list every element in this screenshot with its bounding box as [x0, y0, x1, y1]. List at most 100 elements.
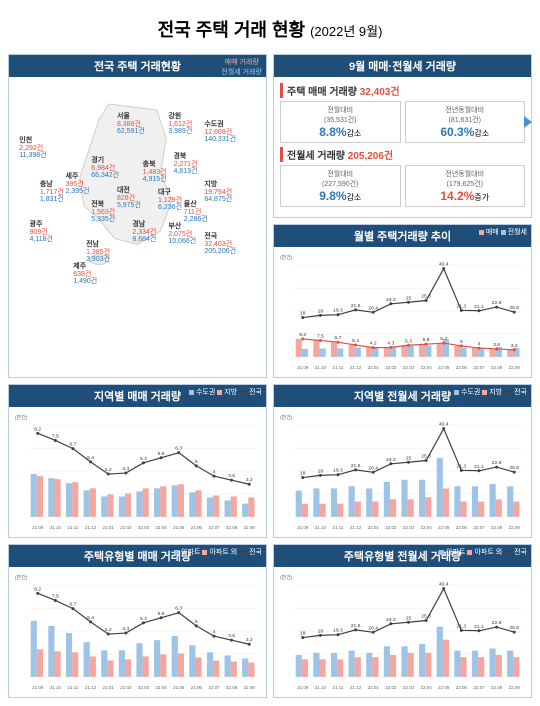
svg-text:3.2: 3.2 [246, 477, 253, 483]
type-sale-panel: 주택유형별 매매 거래량 아파트 아파트 외 전국 8.27.56.75.44.… [8, 544, 267, 698]
svg-text:21.3: 21.3 [457, 303, 467, 309]
svg-text:21.5: 21.5 [351, 623, 361, 629]
map-label-경북: 경북2,271건4,813건 [173, 153, 197, 176]
svg-text:24.3: 24.3 [386, 457, 396, 463]
svg-text:22.09: 22.09 [509, 365, 521, 370]
svg-text:18: 18 [300, 471, 306, 477]
svg-text:22.01: 22.01 [103, 525, 115, 530]
svg-text:22.01: 22.01 [368, 365, 380, 370]
map-label-충북: 충북1,483건4,915건 [143, 161, 167, 184]
svg-text:4: 4 [213, 469, 216, 475]
svg-text:6.3: 6.3 [440, 336, 447, 342]
svg-text:5.8: 5.8 [158, 611, 165, 617]
svg-text:19: 19 [318, 628, 324, 634]
map-panel-header: 전국 주택 거래현황 매매 거래량 전월세 거래량 [9, 55, 266, 77]
svg-text:22.03: 22.03 [403, 525, 415, 530]
svg-text:22.09: 22.09 [244, 685, 256, 690]
svg-text:22.02: 22.02 [120, 685, 132, 690]
svg-text:3.2: 3.2 [246, 637, 253, 643]
svg-text:22.07: 22.07 [208, 525, 220, 530]
svg-text:7.5: 7.5 [52, 593, 59, 599]
svg-text:6.3: 6.3 [175, 606, 182, 612]
svg-text:4: 4 [213, 629, 216, 635]
svg-text:22.02: 22.02 [385, 525, 397, 530]
svg-text:24.3: 24.3 [386, 617, 396, 623]
monthly-chart-header: 월별 주택거래량 추이 매매 전월세 [274, 225, 531, 247]
svg-text:22.03: 22.03 [138, 685, 150, 690]
svg-text:22.01: 22.01 [368, 685, 380, 690]
svg-text:22.04: 22.04 [156, 525, 168, 530]
map-label-전국: 전국32,403건205,206건 [204, 233, 236, 256]
svg-text:(만건): (만건) [15, 574, 28, 581]
svg-text:21.5: 21.5 [351, 303, 361, 309]
svg-text:22.09: 22.09 [509, 525, 521, 530]
svg-text:7.5: 7.5 [52, 433, 59, 439]
svg-text:22.03: 22.03 [403, 685, 415, 690]
map-label-부산: 부산2,075건10,066건 [168, 223, 196, 246]
region-rent-panel: 지역별 전월세 거래량 수도권 지방 전국 181919.321.520.424… [273, 384, 532, 538]
type-rent-panel: 주택유형별 전월세 거래량 아파트 아파트 외 전국 181919.321.52… [273, 544, 532, 698]
svg-text:5: 5 [195, 619, 198, 625]
svg-text:21.09: 21.09 [32, 685, 44, 690]
svg-text:25: 25 [406, 615, 412, 621]
region-rent-chart: 181919.321.520.424.32525.840.421.321.122… [278, 411, 527, 531]
map-label-울산: 울산711건2,286건 [184, 201, 208, 224]
svg-text:5.8: 5.8 [423, 337, 430, 343]
svg-text:21.09: 21.09 [297, 685, 309, 690]
svg-text:21.1: 21.1 [474, 624, 484, 630]
region-rent-header: 지역별 전월세 거래량 수도권 지방 전국 [274, 385, 531, 407]
svg-text:7.5: 7.5 [317, 333, 324, 339]
svg-text:(만건): (만건) [280, 254, 293, 261]
map-label-전남: 전남1,385건3,903건 [86, 241, 110, 264]
svg-text:6.3: 6.3 [175, 446, 182, 452]
svg-text:6.7: 6.7 [70, 442, 77, 448]
svg-text:24.3: 24.3 [386, 297, 396, 303]
svg-text:8.2: 8.2 [34, 586, 41, 592]
svg-text:21.3: 21.3 [457, 623, 467, 629]
svg-text:22.06: 22.06 [456, 685, 468, 690]
map-label-제주: 제주638건1,490건 [73, 263, 97, 286]
svg-text:4.2: 4.2 [370, 341, 377, 347]
svg-text:40.4: 40.4 [439, 262, 449, 268]
svg-text:21.12: 21.12 [85, 685, 97, 690]
svg-text:25: 25 [406, 455, 412, 461]
svg-text:18: 18 [300, 311, 306, 317]
stat-box-rent-mom: 전월대비(227,590건) 9.8%감소 [280, 165, 401, 207]
svg-text:25: 25 [406, 295, 412, 301]
map-label-광주: 광주909건4,118건 [30, 221, 53, 244]
svg-text:22.04: 22.04 [421, 685, 433, 690]
svg-text:22.08: 22.08 [226, 525, 238, 530]
svg-text:22.08: 22.08 [491, 685, 503, 690]
svg-text:5.3: 5.3 [140, 616, 147, 622]
svg-text:22.06: 22.06 [456, 525, 468, 530]
svg-text:22.04: 22.04 [421, 365, 433, 370]
svg-text:5: 5 [195, 459, 198, 465]
map-label-수도권: 수도권12,609건140,331건 [204, 121, 236, 144]
monthly-chart: 181919.321.520.424.32525.840.421.321.122… [278, 251, 527, 371]
map-label-지방: 지방19,794건64,875건 [204, 181, 232, 204]
map-label-대구: 대구1,129건6,236건 [158, 189, 182, 212]
svg-text:21.11: 21.11 [68, 525, 79, 530]
svg-text:22.03: 22.03 [403, 365, 415, 370]
svg-text:22.07: 22.07 [473, 365, 485, 370]
korea-map: 서울8,388건62,591건인천2,292건11,398건경기6,984건66… [9, 77, 266, 277]
svg-text:20.5: 20.5 [509, 625, 519, 631]
svg-text:5.8: 5.8 [158, 451, 165, 457]
svg-text:21.09: 21.09 [32, 525, 44, 530]
map-label-경남: 경남2,334건8,684건 [132, 221, 156, 244]
svg-text:22.02: 22.02 [120, 525, 132, 530]
svg-text:22.06: 22.06 [191, 525, 203, 530]
svg-text:21.3: 21.3 [457, 463, 467, 469]
svg-text:20.5: 20.5 [509, 465, 519, 471]
svg-text:6.7: 6.7 [335, 335, 342, 341]
svg-text:22.8: 22.8 [492, 460, 502, 466]
map-label-전북: 전북1,563건5,335건 [91, 201, 115, 224]
svg-text:22.08: 22.08 [491, 365, 503, 370]
svg-text:22.07: 22.07 [473, 685, 485, 690]
page-title: 전국 주택 거래 현황 (2022년 9월) [8, 8, 532, 54]
type-sale-chart: 8.27.56.75.44.24.35.35.86.3543.63.221.09… [13, 571, 262, 691]
stat-box-rent-yoy: 전년동월대비(179,625건) 14.2%증가 [405, 165, 526, 207]
map-label-서울: 서울8,388건62,591건 [117, 113, 145, 136]
map-label-인천: 인천2,292건11,398건 [19, 137, 46, 160]
svg-text:21.11: 21.11 [333, 365, 344, 370]
